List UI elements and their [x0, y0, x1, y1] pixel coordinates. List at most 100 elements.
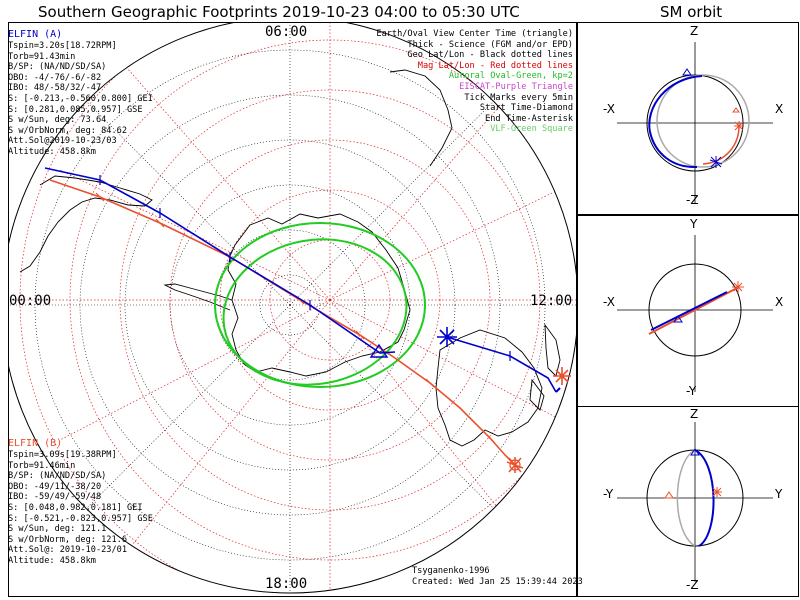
elfin-b-line: S w/OrbNorm, deg: 121.6 — [8, 534, 127, 545]
mlt-label-left: 00:00 — [9, 293, 52, 309]
legend-item: Start Time-Diamond — [479, 103, 573, 114]
sm1-right-label: X — [775, 102, 784, 116]
map-legend: Earth/Oval View Center Time (triangle) T… — [376, 29, 573, 135]
auroral-oval — [214, 222, 426, 388]
mlt-label-top: 06:00 — [265, 24, 308, 40]
sm-asterisk-b — [712, 487, 722, 497]
mlt-label-right: 12:00 — [530, 293, 573, 309]
sm-orbit-panels — [617, 42, 773, 582]
sm-asterisk-b — [732, 281, 744, 293]
elfin-b-line: S: [-0.521,-0.823,0.957] GSE — [8, 513, 153, 524]
sm-triangle-a — [690, 448, 700, 456]
sm3-top-label: Z — [690, 407, 699, 421]
sm-panel-xz-frame — [577, 22, 799, 215]
sm-asterisk-a — [709, 156, 723, 168]
sm3-right-label: Y — [775, 487, 783, 501]
sm-orbit-title: SM orbit — [660, 3, 723, 21]
sm3-bottom-label: -Z — [686, 578, 699, 592]
sm-panel-xz — [617, 42, 773, 204]
legend-item: Geo Lat/Lon - Black dotted lines — [407, 50, 573, 61]
elfin-b-track — [49, 179, 516, 466]
sm1-left-label: -X — [603, 102, 615, 116]
credit: Tsyganenko-1996 Created: Wed Jan 25 15:3… — [412, 566, 583, 587]
new-zealand-coastline — [529, 323, 561, 411]
elfin-a-ticks — [99, 175, 511, 361]
sm-triangle-b — [664, 491, 674, 499]
elfin-a-line: S w/OrbNorm, deg: 84.62 — [8, 125, 127, 136]
legend-item: Mag Lat/Lon - Red dotted lines — [417, 60, 573, 71]
elfin-b-line: Att.Sol@: 2019-10-23/01 — [8, 545, 127, 556]
elfin-b-line: S w/Sun, deg: 121.1 — [8, 524, 107, 535]
legend-item: EISCAT-Purple Triangle — [459, 81, 573, 92]
sm2-top-label: Y — [690, 217, 698, 231]
elfin-a-view-triangle — [369, 343, 389, 358]
earth-circle — [648, 263, 742, 357]
elfin-a-line: Altitude: 458.8km — [8, 146, 96, 157]
elfin-b-line: S: [0.048,0.982,0.181] GEI — [8, 502, 143, 513]
elfin-b-end-marker — [509, 459, 521, 471]
orbit-b — [656, 74, 750, 168]
mlt-label-bottom: 18:00 — [265, 576, 308, 592]
elfin-b-header: ELFIN (B) — [8, 438, 63, 449]
elfin-a-line: Tspin=3.20s[18.72RPM] — [8, 41, 117, 51]
sm1-bottom-label: -Z — [686, 193, 699, 207]
elfin-b-line: Tspin=3.09s[19.38RPM] — [8, 450, 117, 460]
credit-author: Tsyganenko-1996 — [412, 566, 490, 576]
elfin-b-line: B/SP: (NA/ND/SD/SA) — [8, 471, 107, 482]
legend-item: Tick Marks every 5min — [464, 92, 573, 103]
elfin-a-info: ELFIN (A) Tspin=3.20s[18.72RPM] Torb=91.… — [8, 29, 153, 158]
sm1-top-label: Z — [690, 24, 699, 38]
elfin-a-end-asterisk — [437, 327, 457, 347]
elfin-b-info: ELFIN (B) Tspin=3.09s[19.38RPM] Torb=91.… — [8, 438, 153, 567]
elfin-b-end-asterisk — [506, 457, 524, 473]
elfin-b-line: Torb=91.46min — [8, 460, 76, 471]
south-america-coastline — [19, 175, 153, 273]
legend-item: Earth/Oval View Center Time (triangle) — [376, 29, 573, 39]
legend-item: Auroral Oval-Green, kp=2 — [448, 71, 573, 82]
sm-panel-yz — [617, 422, 773, 582]
sm2-right-label: X — [775, 295, 784, 309]
sm-panel-yz-frame — [577, 406, 799, 597]
elfin-b-line: Altitude: 458.8km — [8, 555, 96, 566]
elfin-a-line: B/SP: (NA/ND/SD/SA) — [8, 62, 107, 73]
orbit-a — [650, 291, 728, 331]
elfin-a-line: S w/Sun, deg: 73.64 — [8, 115, 107, 126]
antarctica-coastline — [227, 213, 411, 377]
credit-created: Created: Wed Jan 25 15:39:44 2023 — [412, 576, 583, 587]
elfin-a-line: Torb=91.43min — [8, 51, 76, 62]
elfin-a-line: IBO: 48/-58/32/-47 — [8, 83, 102, 94]
sm-triangle-a — [682, 68, 692, 76]
sm3-left-label: -Y — [603, 487, 614, 501]
sm-triangle-a — [673, 315, 683, 323]
elfin-a-track-2 — [446, 336, 557, 393]
elfin-a-line: S: [0.281,0.085,0.957] GSE — [8, 104, 143, 115]
elfin-b-line: OBO: -49/11/-38/20 — [8, 481, 102, 492]
sm-panel-xy — [617, 235, 773, 392]
elfin-a-line: OBO: -4/-76/-6/-82 — [8, 72, 102, 83]
antarctic-peninsula — [163, 283, 233, 311]
sm2-left-label: -X — [603, 295, 615, 309]
map-title: Southern Geographic Footprints 2019-10-2… — [38, 3, 520, 21]
orbit-a — [648, 75, 703, 169]
elfin-b-start-asterisk — [553, 367, 571, 385]
sm2-bottom-label: -Y — [686, 384, 697, 398]
legend-item: VLF-Green Square — [490, 124, 573, 135]
orbit-b-back — [676, 449, 696, 547]
legend-item: Thick - Science (FGM and/or EPD) — [407, 39, 573, 50]
orbit-a — [694, 449, 715, 547]
sm-triangle-b — [732, 107, 740, 113]
africa-coastline — [389, 69, 453, 167]
legend-item: End Time-Asterisk — [485, 113, 573, 124]
geo-grid — [9, 23, 576, 593]
sm-asterisk-b — [734, 121, 744, 131]
elfin-a-line: S: [-0.213,-0.560,0.800] GEI — [8, 93, 153, 104]
elfin-b-line: IBO: -59/49/-59/48 — [8, 492, 102, 503]
orbit-b-arc — [702, 125, 740, 165]
map-frame — [8, 22, 577, 597]
elfin-a-header: ELFIN (A) — [8, 29, 63, 40]
elfin-a-line: Att.Sol@2019-10-23/03 — [8, 136, 117, 147]
globe-outline — [9, 23, 576, 594]
australia-coastline — [435, 329, 543, 447]
orbit-b — [648, 286, 740, 335]
